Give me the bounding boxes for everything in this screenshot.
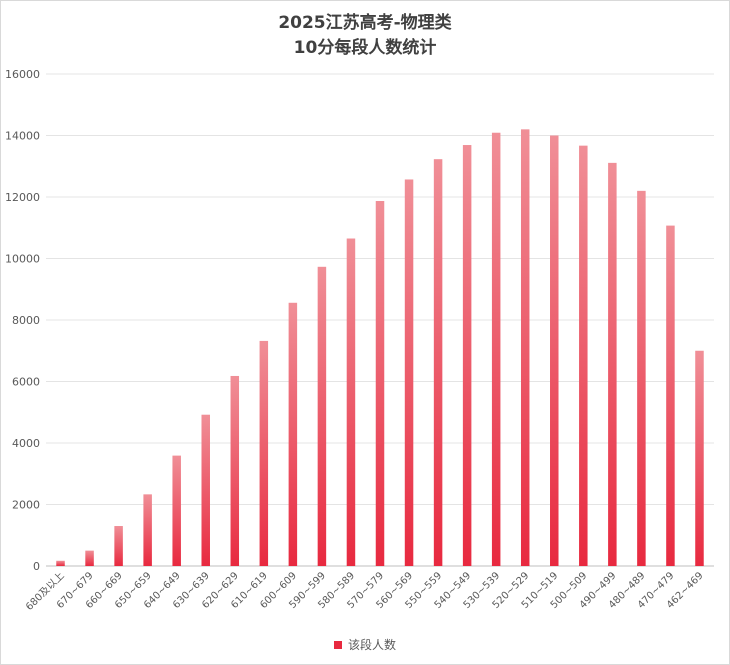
legend-label: 该段人数	[347, 638, 396, 652]
bar	[172, 455, 181, 566]
bar	[695, 350, 704, 566]
y-tick-label: 10000	[5, 253, 40, 266]
bar	[637, 190, 646, 566]
bar	[462, 145, 472, 566]
y-tick-label: 16000	[5, 68, 40, 81]
y-tick-label: 2000	[12, 499, 40, 512]
chart-subtitle: 10分每段人数统计	[293, 38, 437, 58]
bar	[520, 129, 530, 566]
y-tick-label: 0	[33, 560, 40, 573]
bar	[346, 238, 356, 566]
bar	[375, 200, 385, 566]
bar	[550, 135, 559, 566]
bar-chart: 0 2000 4000 6000 8000 10000 12000 14000 16000 68…	[5, 68, 714, 613]
bar	[579, 145, 588, 566]
bar	[608, 162, 617, 566]
y-tick-label: 4000	[12, 437, 40, 450]
bar	[491, 132, 501, 567]
y-tick-label: 6000	[12, 376, 40, 389]
bar	[317, 266, 327, 566]
bar	[85, 550, 94, 566]
legend-swatch	[333, 640, 342, 649]
legend: 该段人数	[0, 636, 730, 653]
bar	[666, 225, 675, 566]
chart-title: 2025江苏高考-物理类	[278, 13, 452, 33]
y-tick-label: 14000	[5, 130, 40, 143]
bars	[56, 129, 704, 567]
bar	[230, 375, 240, 566]
y-tick-label: 8000	[12, 314, 40, 327]
y-tick-label: 12000	[5, 191, 40, 204]
bar	[288, 302, 298, 566]
bar	[143, 494, 152, 566]
bar	[114, 526, 123, 566]
x-axis-ticks: 680及以上670~679660~669650~659640~649630~63…	[23, 570, 705, 613]
bar	[433, 159, 443, 567]
y-axis-ticks: 0 2000 4000 6000 8000 10000 12000 14000 16000	[5, 68, 40, 573]
bar	[404, 179, 414, 566]
bar	[259, 340, 269, 566]
bar	[56, 560, 65, 566]
bar	[201, 414, 210, 566]
